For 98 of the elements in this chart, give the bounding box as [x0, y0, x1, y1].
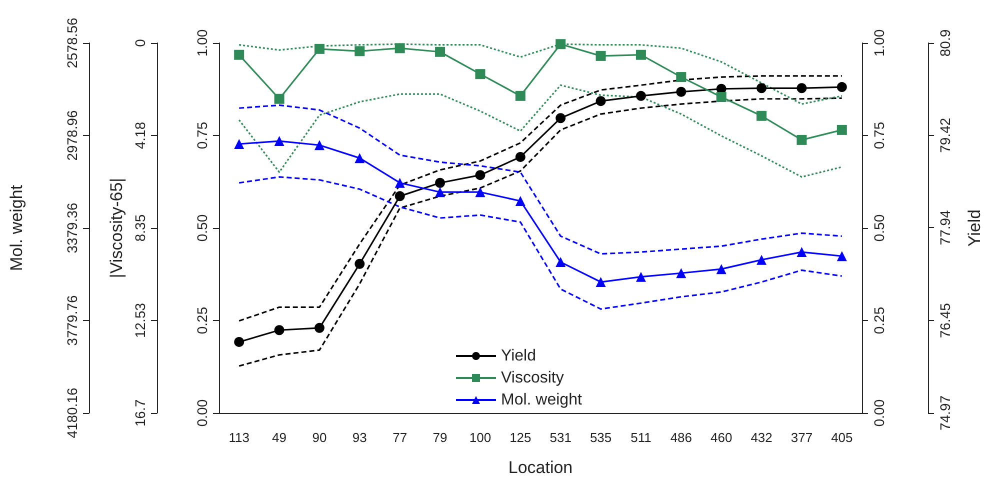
- point: [756, 254, 767, 265]
- x-tick-label: 460: [710, 430, 732, 445]
- point: [836, 124, 847, 135]
- x-tick-label: 405: [831, 430, 853, 445]
- point: [716, 264, 726, 274]
- point: [596, 96, 606, 106]
- text: Mol. weight: [7, 184, 26, 271]
- point: [314, 140, 324, 150]
- text: 3779.76: [64, 294, 80, 346]
- point: [394, 191, 405, 202]
- text: 4.18: [132, 122, 148, 150]
- x-tick-label: 93: [352, 430, 367, 445]
- y2-tick-label: 1.00: [871, 29, 887, 57]
- point: [796, 83, 807, 94]
- point: [234, 336, 244, 347]
- point: [354, 258, 365, 269]
- point: [756, 83, 767, 94]
- point: [836, 251, 847, 262]
- point: [716, 92, 726, 102]
- point: [596, 277, 606, 288]
- y2-tick-label: 0.75: [871, 122, 887, 150]
- y3-tick-label: 76.45: [937, 302, 953, 338]
- point: [435, 46, 446, 57]
- y-tick-label: 0.25: [194, 306, 210, 334]
- x-tick-label: 432: [750, 430, 772, 445]
- text: 2978.96: [64, 110, 80, 161]
- text: |Viscosity-65|: [107, 178, 126, 278]
- point: [234, 139, 244, 150]
- y2-tick-label: 0.50: [871, 214, 887, 242]
- point: [354, 153, 365, 164]
- point: [475, 170, 486, 180]
- point: [556, 257, 566, 268]
- point: [676, 72, 686, 82]
- point: [475, 69, 486, 80]
- text: 0: [132, 38, 148, 47]
- x-tick-label: 79: [432, 430, 448, 445]
- x-tick-label: 100: [469, 430, 492, 445]
- point: [435, 178, 446, 188]
- point: [676, 268, 686, 278]
- y3-tick-label: 74.97: [937, 395, 953, 431]
- point: [435, 187, 446, 198]
- point: [475, 187, 486, 198]
- text: 4180.16: [64, 387, 80, 438]
- y3-tick-label: 77.94: [937, 210, 953, 246]
- text: 3379.36: [64, 202, 80, 254]
- point: [394, 43, 405, 54]
- x-axis-title: Location: [508, 458, 573, 477]
- x-tick-label: 49: [272, 430, 287, 445]
- point: [756, 110, 767, 121]
- point: [515, 152, 526, 162]
- point: [234, 50, 244, 60]
- x-tick-label: 77: [392, 430, 408, 445]
- x-tick-label: 377: [790, 430, 813, 445]
- point: [274, 136, 284, 146]
- y-tick-label: 0.75: [194, 122, 210, 150]
- point: [394, 178, 405, 188]
- point: [676, 86, 686, 97]
- y3-tick-label: 80.9: [937, 29, 953, 57]
- point: [796, 247, 807, 258]
- x-tick-label: 90: [312, 430, 327, 445]
- legend-label: Viscosity: [501, 370, 564, 386]
- x-tick-label: 511: [630, 430, 652, 445]
- y3-axis-title: Yield: [965, 209, 984, 247]
- point: [596, 50, 606, 61]
- y-tick-label: 1.00: [194, 29, 210, 57]
- x-tick-label: 125: [510, 430, 532, 445]
- line-series: [238, 176, 843, 310]
- x-tick-label: 486: [670, 430, 692, 445]
- point: [274, 94, 284, 104]
- point: [314, 44, 324, 54]
- point: [636, 272, 646, 282]
- y2-tick-label: 0.25: [871, 306, 887, 334]
- y3-tick-label: 79.42: [937, 118, 953, 153]
- x-tick-label: 531: [550, 430, 572, 445]
- point: [314, 322, 324, 333]
- line-series: [238, 104, 843, 255]
- text: 12.53: [132, 302, 148, 338]
- y-tick-label: 0.50: [194, 214, 210, 242]
- point: [636, 50, 646, 60]
- y-tick-label: 0.00: [194, 399, 210, 427]
- line-series: [238, 84, 843, 178]
- point: [274, 325, 284, 336]
- point: [556, 39, 566, 50]
- y2-tick-label: 0.00: [871, 399, 887, 427]
- legend-label: Yield: [501, 348, 536, 364]
- point: [636, 90, 646, 101]
- point: [515, 90, 526, 101]
- text: 2578.56: [64, 17, 80, 68]
- point: [515, 196, 526, 206]
- x-tick-label: 535: [590, 430, 612, 445]
- legend-label: Mol. weight: [501, 392, 582, 408]
- text: 16.7: [132, 399, 148, 427]
- point: [354, 46, 365, 56]
- point: [836, 82, 847, 92]
- text: 8.35: [132, 214, 148, 242]
- x-tick-label: 113: [228, 430, 250, 445]
- point: [556, 113, 566, 124]
- point: [796, 134, 807, 145]
